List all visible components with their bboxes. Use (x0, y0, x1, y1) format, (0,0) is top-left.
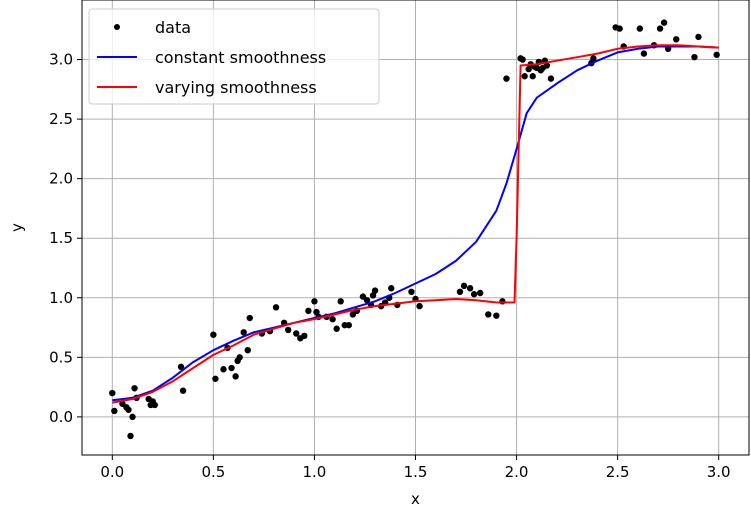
data-point (636, 25, 644, 32)
data-point (129, 413, 136, 421)
data-point (519, 56, 526, 63)
y-tick-label: 0.5 (49, 348, 73, 366)
data-point (499, 298, 506, 305)
x-tick-label: 2.0 (505, 463, 529, 481)
legend-marker-data (114, 24, 120, 30)
legend: data constant smoothness varying smoothn… (88, 8, 380, 105)
data-point (284, 326, 292, 334)
data-point (503, 75, 510, 82)
data-point (337, 298, 344, 305)
data-point (656, 25, 664, 32)
x-tick-label: 1.5 (404, 463, 428, 481)
y-axis-label: y (8, 223, 26, 232)
data-point (232, 373, 239, 380)
data-point (466, 285, 474, 292)
data-point (673, 36, 680, 43)
data-point (408, 288, 415, 296)
series-constant-smoothness (112, 45, 719, 402)
plot-series (109, 19, 720, 440)
data-point (345, 321, 352, 329)
data-point (111, 407, 118, 415)
data-point (485, 311, 492, 318)
y-tick-label: 0.0 (49, 408, 73, 426)
data-point (311, 298, 318, 305)
data-point (416, 302, 423, 310)
x-tick-label: 0.5 (201, 463, 225, 481)
data-point (109, 389, 116, 397)
y-tick-label: 1.5 (49, 229, 73, 247)
data-point (460, 282, 468, 290)
data-point (470, 291, 478, 298)
data-point (660, 19, 668, 26)
y-tick-label: 2.5 (49, 110, 73, 128)
data-point (616, 25, 623, 32)
data-point (543, 62, 551, 69)
x-axis-label: x (411, 490, 420, 508)
data-point (371, 287, 379, 294)
data-point (301, 332, 308, 340)
data-point (272, 304, 280, 311)
x-tick-label: 1.0 (303, 463, 327, 481)
data-point (244, 346, 251, 354)
legend-entry-data: data (114, 18, 191, 37)
data-point (640, 50, 648, 57)
data-point (240, 329, 247, 336)
data-point (131, 385, 138, 392)
data-point (305, 307, 312, 315)
x-tick-label: 0.0 (100, 463, 124, 481)
axis-ticks: 0.0 0.5 1.0 1.5 2.0 2.5 3.0 0.0 0.5 1.0 1.5 2.0 2.5 3… (49, 51, 730, 481)
data-point (151, 401, 158, 409)
legend-label-varying-smoothness: varying smoothness (155, 78, 317, 97)
series-line (112, 44, 719, 404)
data-point (333, 325, 340, 332)
data-point (179, 387, 187, 394)
data-point (529, 73, 536, 80)
data-point (220, 366, 227, 373)
data-point (493, 312, 500, 319)
data-point (212, 375, 219, 382)
series-varying-smoothness (112, 44, 719, 404)
data-point (329, 316, 336, 323)
x-tick-label: 3.0 (707, 463, 731, 481)
legend-label-constant-smoothness: constant smoothness (155, 48, 326, 67)
y-tick-label: 2.0 (49, 170, 73, 188)
data-point (127, 432, 134, 440)
data-point (521, 73, 528, 80)
legend-label-data: data (155, 18, 191, 37)
data-point (236, 354, 243, 361)
data-point (388, 285, 395, 292)
y-tick-label: 3.0 (49, 51, 73, 69)
data-point (547, 75, 555, 82)
data-point (246, 314, 253, 322)
data-point (713, 51, 720, 58)
data-point (210, 331, 217, 338)
legend-entry-constant-smoothness: constant smoothness (97, 48, 326, 67)
data-point (691, 53, 698, 61)
data-point (456, 288, 464, 296)
data-point (363, 296, 371, 304)
data-point (177, 363, 185, 371)
data-point (293, 330, 300, 337)
data-point (590, 55, 597, 62)
data-point (695, 33, 702, 41)
legend-entry-varying-smoothness: varying smoothness (97, 78, 317, 97)
legend-box (88, 8, 380, 105)
data-point (125, 406, 132, 413)
x-tick-label: 2.5 (606, 463, 630, 481)
data-point (476, 289, 484, 297)
series-line (112, 45, 719, 402)
y-tick-label: 1.0 (49, 289, 73, 307)
data-point (228, 364, 235, 372)
